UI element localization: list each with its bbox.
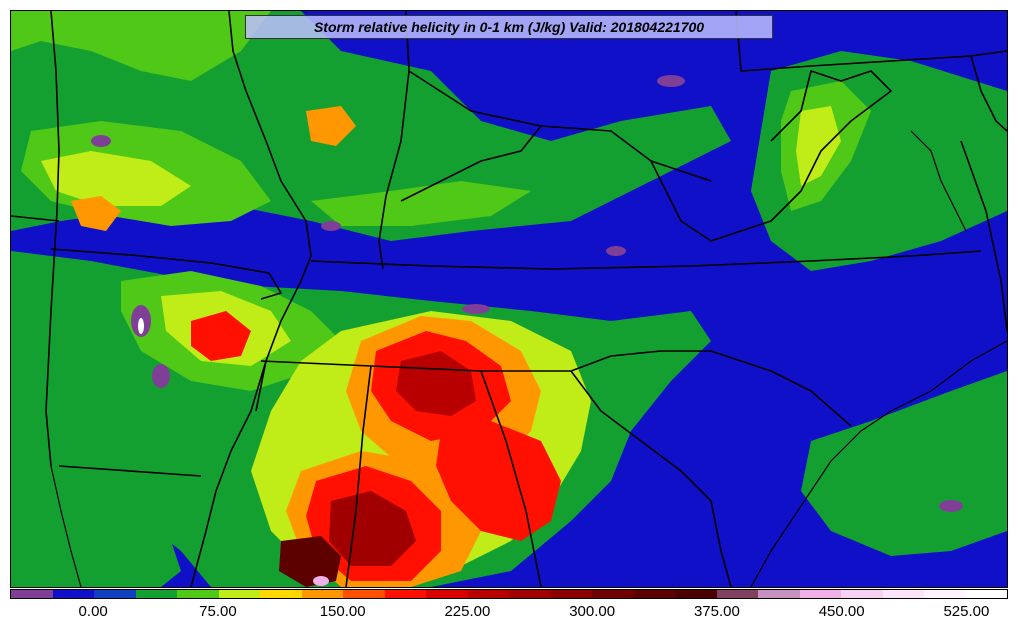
helicity-map <box>11 11 1007 587</box>
colorbar-swatch <box>633 590 675 598</box>
colorbar-swatch <box>11 590 53 598</box>
colorbar-tick-label: 525.00 <box>943 603 990 620</box>
colorbar-swatch <box>965 590 1007 598</box>
colorbar-tick-label: 0.00 <box>78 603 108 620</box>
colorbar-tick-label: 225.00 <box>444 603 491 620</box>
coastlines <box>50 130 1007 587</box>
colorbar-swatch <box>799 590 841 598</box>
colorbar-swatch <box>509 590 551 598</box>
colorbar-labels: 0.00 75.00 150.00 225.00 300.00 375.00 450.00 5… <box>10 603 1008 623</box>
colorbar-swatch <box>426 590 468 598</box>
colorbar-tick-label: 75.00 <box>199 603 237 620</box>
colorbar-tick-label: 150.00 <box>319 603 366 620</box>
colorbar-swatch <box>384 590 426 598</box>
colorbar-swatch <box>301 590 343 598</box>
colorbar-swatch <box>135 590 177 598</box>
colorbar-swatch <box>592 590 634 598</box>
colorbar-swatch <box>52 590 94 598</box>
colorbar-swatch <box>260 590 302 598</box>
colorbar-tick-label: 450.00 <box>818 603 865 620</box>
purple-spots <box>91 75 963 586</box>
colorbar-swatch <box>467 590 509 598</box>
colorbar-tick-label: 375.00 <box>693 603 740 620</box>
colorbar-swatch <box>841 590 883 598</box>
colorbar-swatch <box>177 590 219 598</box>
colorbar-swatch <box>882 590 924 598</box>
red-fields <box>71 106 561 587</box>
colorbar-swatch <box>218 590 260 598</box>
colorbar-swatch <box>716 590 758 598</box>
colorbar-tick-label: 300.00 <box>569 603 616 620</box>
colorbar-swatch <box>94 590 136 598</box>
colorbar-swatch <box>758 590 800 598</box>
colorbar <box>10 589 1008 599</box>
map-panel <box>10 10 1008 588</box>
colorbar-swatch <box>675 590 717 598</box>
map-title: Storm relative helicity in 0-1 km (J/kg)… <box>245 15 773 39</box>
state-boundaries <box>11 11 1007 587</box>
colorbar-swatch <box>550 590 592 598</box>
colorbar-swatch <box>924 590 966 598</box>
colorbar-swatch <box>343 590 385 598</box>
